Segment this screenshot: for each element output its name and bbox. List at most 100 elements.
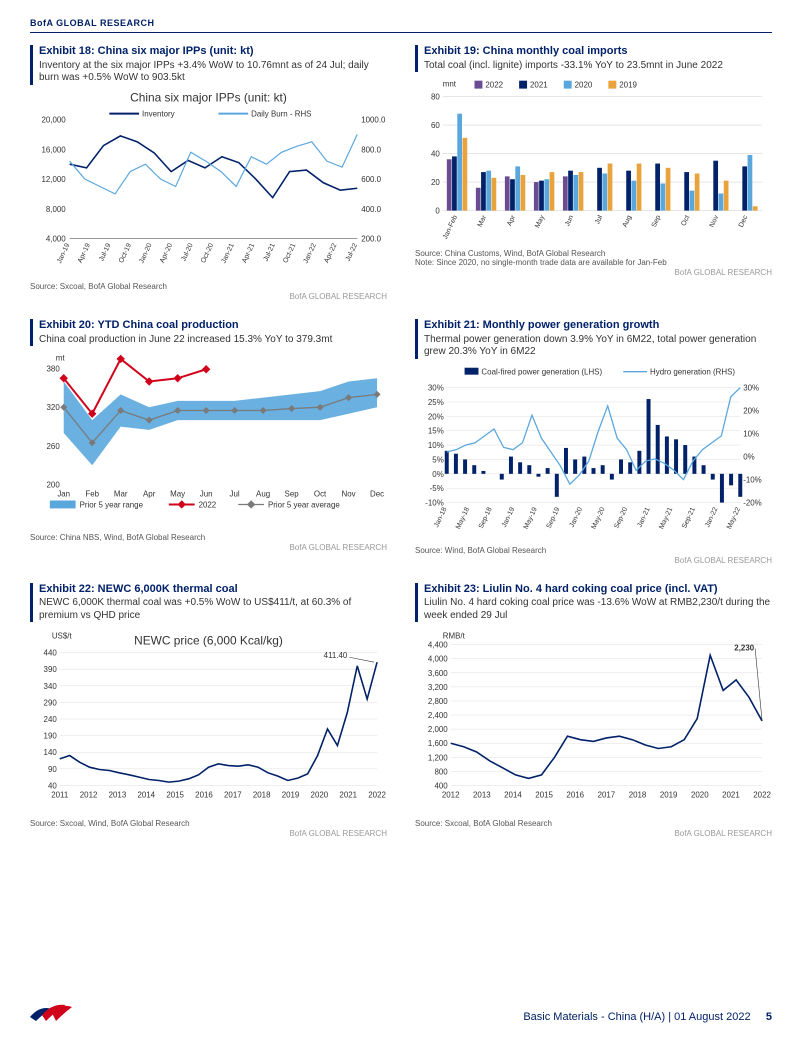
ex23-wm: BofA GLOBAL RESEARCH [415,829,772,838]
svg-text:Apr-20: Apr-20 [159,242,174,264]
svg-text:440: 440 [44,649,58,658]
svg-text:2012: 2012 [80,791,98,800]
svg-text:Oct-21: Oct-21 [282,242,297,264]
svg-text:400: 400 [435,782,449,791]
svg-text:Daily Burn - RHS: Daily Burn - RHS [251,109,311,118]
ex19-wm: BofA GLOBAL RESEARCH [415,268,772,277]
exhibit-19: Exhibit 19: China monthly coal imports T… [415,45,772,301]
ex18-sub: Inventory at the six major IPPs +3.4% Wo… [39,60,387,85]
footer-text: Basic Materials - China (H/A) | 01 Augus… [523,1011,750,1023]
exhibit-18: Exhibit 18: China six major IPPs (unit: … [30,45,387,301]
ex21-wm: BofA GLOBAL RESEARCH [415,556,772,565]
svg-text:2018: 2018 [629,791,647,800]
ex21-chart: Coal-fired power generation (LHS)Hydro g… [415,363,772,543]
svg-text:4,400: 4,400 [428,641,448,650]
svg-text:Apr-22: Apr-22 [323,242,338,264]
svg-text:Jun: Jun [564,215,575,228]
svg-text:2012: 2012 [442,791,460,800]
exhibit-23: Exhibit 23: Liulin No. 4 hard coking coa… [415,583,772,839]
ex23-sub: Liulin No. 4 hard coking coal price was … [424,597,772,622]
svg-text:5%: 5% [432,455,443,464]
svg-text:May-20: May-20 [590,506,606,530]
svg-text:20%: 20% [743,406,759,415]
svg-text:200.0: 200.0 [361,234,381,243]
svg-text:4,000: 4,000 [46,234,66,243]
svg-text:2014: 2014 [137,791,155,800]
svg-text:2013: 2013 [109,791,127,800]
ex23-title: Exhibit 23: Liulin No. 4 hard coking coa… [424,583,772,597]
svg-text:-20%: -20% [743,498,762,507]
svg-text:190: 190 [44,732,58,741]
svg-text:2021: 2021 [530,81,548,90]
svg-text:2015: 2015 [535,791,553,800]
svg-text:Nov: Nov [709,214,721,229]
svg-text:Jul-19: Jul-19 [98,242,112,262]
svg-text:30%: 30% [743,383,759,392]
ex19-note: Note: Since 2020, no single-month trade … [415,258,772,267]
footer-page: 5 [766,1011,772,1023]
svg-text:3,200: 3,200 [428,683,448,692]
svg-text:May: May [534,214,546,229]
svg-text:240: 240 [44,715,58,724]
svg-text:140: 140 [44,748,58,757]
svg-text:60: 60 [431,121,440,130]
ex19-source: Source: China Customs, Wind, BofA Global… [415,249,772,258]
svg-text:600.0: 600.0 [361,175,381,184]
page-header: BofA GLOBAL RESEARCH [30,18,772,33]
svg-text:Sep-19: Sep-19 [546,506,562,529]
svg-text:1,600: 1,600 [428,739,448,748]
ex21-sub: Thermal power generation down 3.9% YoY i… [424,334,772,359]
page-footer: Basic Materials - China (H/A) | 01 Augus… [0,999,802,1023]
svg-text:Jan-22: Jan-22 [303,242,318,264]
svg-text:390: 390 [44,665,58,674]
svg-text:Feb: Feb [85,490,99,499]
ex20-source: Source: China NBS, Wind, BofA Global Res… [30,533,387,542]
svg-text:1,200: 1,200 [428,754,448,763]
svg-text:Jun: Jun [200,490,213,499]
svg-text:Jul: Jul [230,490,240,499]
svg-text:May-19: May-19 [523,506,539,530]
svg-text:Jan-22: Jan-22 [704,506,719,528]
svg-text:20,000: 20,000 [41,115,66,124]
svg-text:16,000: 16,000 [41,145,66,154]
svg-text:2,400: 2,400 [428,711,448,720]
svg-text:Jul-22: Jul-22 [345,242,359,262]
svg-text:40: 40 [431,150,440,159]
svg-text:800: 800 [435,768,449,777]
svg-text:Jan: Jan [57,490,70,499]
svg-text:2,800: 2,800 [428,697,448,706]
svg-text:3,600: 3,600 [428,669,448,678]
svg-text:0%: 0% [432,469,443,478]
svg-text:411.40: 411.40 [324,651,348,660]
svg-text:2019: 2019 [619,81,637,90]
ex19-chart: mnt2022202120202019020406080Jan-FebMarAp… [415,76,772,246]
svg-text:2011: 2011 [51,791,69,800]
svg-text:Jan-20: Jan-20 [569,506,584,528]
bofa-logo-icon [30,999,72,1023]
svg-text:40: 40 [48,782,57,791]
svg-text:May-22: May-22 [726,506,742,530]
svg-text:340: 340 [44,682,58,691]
svg-text:Jan-Feb: Jan-Feb [442,215,459,241]
svg-text:380: 380 [47,365,61,374]
svg-text:Jul-21: Jul-21 [263,242,277,262]
svg-text:-10%: -10% [743,475,762,484]
svg-text:2021: 2021 [339,791,357,800]
ex23-chart: RMB/t4008001,2001,6002,0002,4002,8003,20… [415,626,772,816]
svg-text:2022: 2022 [753,791,771,800]
svg-text:NEWC price (6,000 Kcal/kg): NEWC price (6,000 Kcal/kg) [134,634,283,648]
svg-text:90: 90 [48,765,57,774]
svg-text:Sep: Sep [285,490,300,499]
svg-text:Oct-19: Oct-19 [118,242,133,264]
svg-text:Jan-18: Jan-18 [433,506,448,528]
ex22-title: Exhibit 22: NEWC 6,000K thermal coal [39,583,387,597]
header-text: BofA GLOBAL RESEARCH [30,18,155,28]
svg-text:Sep-18: Sep-18 [478,506,494,529]
svg-text:2018: 2018 [253,791,271,800]
svg-text:2014: 2014 [504,791,522,800]
svg-text:4,000: 4,000 [428,655,448,664]
svg-text:Jul-20: Jul-20 [180,242,194,262]
svg-text:Apr: Apr [143,490,156,499]
ex19-sub: Total coal (incl. lignite) imports -33.1… [424,60,772,73]
svg-text:Jan-19: Jan-19 [501,506,516,528]
